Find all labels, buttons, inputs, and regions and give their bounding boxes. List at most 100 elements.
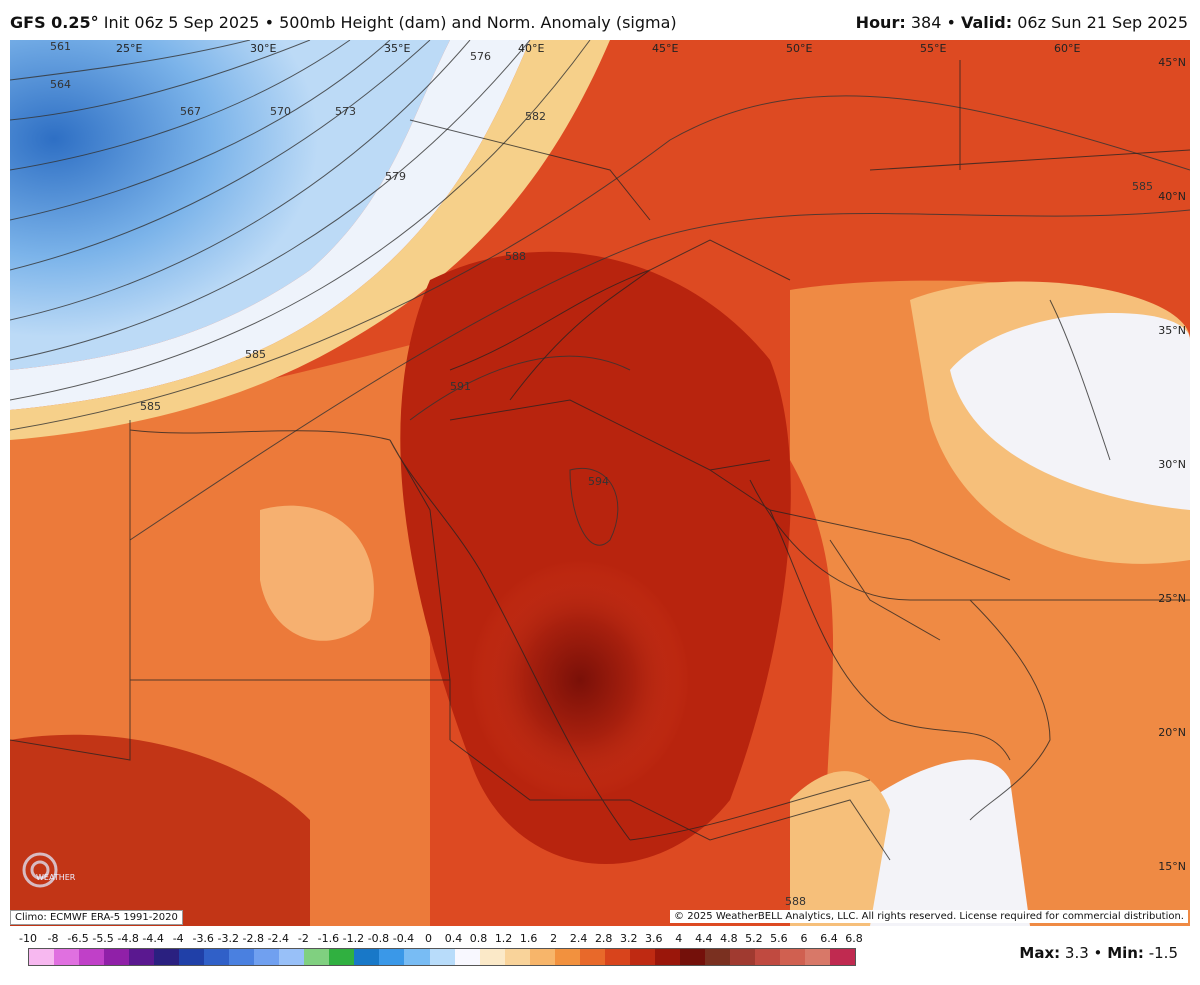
iran-neutral-zone <box>950 312 1190 510</box>
colorbar-tick-label: -0.4 <box>392 932 415 945</box>
colorbar-swatch <box>404 949 430 965</box>
coastline <box>629 779 871 841</box>
border-line <box>449 399 771 471</box>
longitude-label: 25°E <box>116 42 143 55</box>
coastline <box>969 599 1051 821</box>
latitude-label: 25°N <box>1158 592 1186 605</box>
colorbar-swatch <box>304 949 330 965</box>
latitude-label: 40°N <box>1158 190 1186 203</box>
colorbar-swatch <box>804 949 830 965</box>
contour-564 <box>10 40 311 121</box>
colorbar-tick-label: 2 <box>550 932 558 945</box>
colorbar-tick-label: -1.2 <box>342 932 365 945</box>
longitude-label: 50°E <box>786 42 813 55</box>
border-line <box>449 739 630 801</box>
colorbar-swatch <box>529 949 555 965</box>
colorbar-tick-label: -3.2 <box>217 932 239 945</box>
min-value: -1.5 <box>1148 944 1178 962</box>
border-line <box>829 539 941 641</box>
colorbar-tick-label: -6.5 <box>67 932 89 945</box>
latitude-label: 45°N <box>1158 56 1186 69</box>
contour-labels: 561 564 567 570 573 576 579 582 585 585 … <box>50 40 1153 908</box>
weatherbell-logo: WEATHER <box>22 852 76 888</box>
colorbar-tick-label: -2.4 <box>267 932 290 945</box>
colorbar-tick-label: -4.8 <box>117 932 139 945</box>
model-name: GFS 0.25° <box>10 13 99 32</box>
latitude-label: 15°N <box>1158 860 1186 873</box>
contour-label: 585 <box>245 348 266 361</box>
colorbar-tick-label: 3.2 <box>619 932 638 945</box>
light-warm-patch-west <box>260 505 374 641</box>
colorbar-swatch <box>429 949 455 965</box>
colorbar-swatch <box>830 949 856 965</box>
colorbar-swatch <box>54 949 80 965</box>
colorbar-tick-label: 1.6 <box>519 932 538 945</box>
colorbar-swatch <box>779 949 805 965</box>
borders <box>10 60 1190 861</box>
contour-570 <box>10 40 391 221</box>
colorbar-swatch <box>104 949 130 965</box>
colorbar-swatch <box>179 949 205 965</box>
colorbar-swatch <box>204 949 230 965</box>
colorbar-swatch <box>729 949 755 965</box>
contour-582 <box>10 40 591 401</box>
max-value: 3.3 <box>1064 944 1089 962</box>
colorbar-swatch <box>679 949 705 965</box>
colorbar-swatch <box>754 949 780 965</box>
hour-value: 384 <box>910 13 942 32</box>
colorbar-tick-label: -2.8 <box>242 932 264 945</box>
colorbar-tick-label: -1.6 <box>317 932 340 945</box>
border-line <box>1049 299 1111 461</box>
contour-591 <box>409 355 631 421</box>
colorbar <box>28 948 856 966</box>
contour-label: 585 <box>140 400 161 413</box>
colorbar-tick-label: 6.8 <box>845 932 863 945</box>
colorbar-tick-label: -3.6 <box>192 932 214 945</box>
longitude-label: 60°E <box>1054 42 1081 55</box>
contour-label: 585 <box>1132 180 1153 193</box>
field-name: 500mb Height (dam) and Norm. Anomaly (si… <box>279 13 677 32</box>
colorbar-tick-label: 1.2 <box>494 932 513 945</box>
header-bar: GFS 0.25° Init 06z 5 Sep 2025 • 500mb He… <box>0 0 1200 40</box>
colorbar-tick-label: -5.5 <box>92 932 114 945</box>
colorbar-swatch <box>129 949 155 965</box>
min-label: Min: <box>1107 944 1144 962</box>
longitude-label: 30°E <box>250 42 277 55</box>
contour-588 <box>129 209 1190 541</box>
colorbar-tick-label: 4 <box>675 932 683 945</box>
climo-note: Climo: ECMWF ERA-5 1991-2020 <box>10 910 183 925</box>
geo-height-contours <box>10 40 1190 546</box>
colorbar-swatch <box>329 949 355 965</box>
colorbar-tick-label: -8 <box>47 932 59 945</box>
colorbar-tick-label: -4.4 <box>142 932 164 945</box>
max-label: Max: <box>1019 944 1061 962</box>
contour-label: 582 <box>525 110 546 123</box>
neutral-band <box>10 40 530 410</box>
colorbar-swatch <box>154 949 180 965</box>
colorbar-tick-label: 4.8 <box>720 932 738 945</box>
contour-label: 564 <box>50 78 71 91</box>
colorbar-ticks: -10 -8 -6.5 -5.5 -4.8 -4.4 -4 -3.6 -3.2 -2.8 -2.4-… <box>14 932 874 946</box>
south-west-dark <box>10 734 310 926</box>
contour-label: 588 <box>785 895 806 908</box>
colorbar-tick-label: 0.8 <box>469 932 488 945</box>
contour-label: 576 <box>470 50 491 63</box>
coastline <box>749 479 1190 601</box>
colorbar-tick-label: -2 <box>297 932 309 945</box>
hour-label: Hour: <box>855 13 906 32</box>
colorbar-tick-label: 6.4 <box>820 932 838 945</box>
contour-label: 567 <box>180 105 201 118</box>
colorbar-tick-label: 0.4 <box>444 932 463 945</box>
colorbar-swatch <box>704 949 730 965</box>
contour-567 <box>10 40 351 171</box>
contour-594 <box>569 468 619 546</box>
colorbar-swatch <box>379 949 405 965</box>
border-line <box>509 239 791 401</box>
colorbar-tick-label: -4 <box>172 932 184 945</box>
colorbar-swatch <box>254 949 280 965</box>
latitude-label: 35°N <box>1158 324 1186 337</box>
latitude-label: 20°N <box>1158 726 1186 739</box>
contour-label: 579 <box>385 170 406 183</box>
colorbar-tick-label: 0 <box>424 932 432 945</box>
colorbar-swatch <box>229 949 255 965</box>
